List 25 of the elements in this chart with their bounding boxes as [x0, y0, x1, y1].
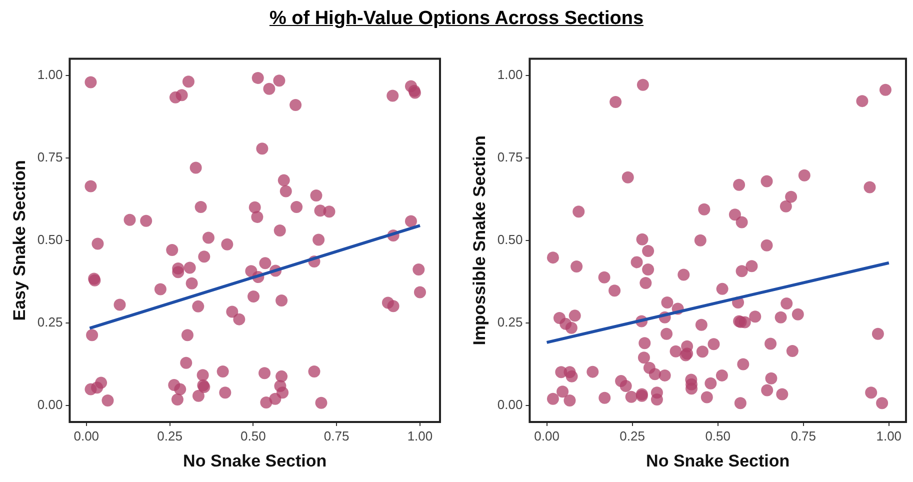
y-tick-label: 0.00 — [37, 397, 63, 412]
y-tick-label: 0.75 — [497, 149, 523, 164]
y-axis-title: Impossible Snake Section — [470, 136, 489, 346]
y-tick-label: 0.50 — [497, 232, 523, 247]
y-tick-label: 1.00 — [37, 66, 63, 82]
y-tick-label: 0.00 — [497, 397, 523, 412]
y-tick-label: 0.75 — [37, 149, 63, 164]
x-tick-label: 1.00 — [876, 428, 902, 444]
chart-title: % of High-Value Options Across Sections — [268, 8, 645, 30]
x-tick-label: 0.50 — [240, 428, 266, 444]
y-axis-title: Easy Snake Section — [10, 160, 29, 321]
x-axis-title: No Snake Section — [646, 451, 790, 470]
x-tick-label: 0.75 — [324, 428, 350, 444]
x-tick-label: 0.00 — [74, 428, 100, 444]
y-tick-label: 0.50 — [37, 232, 63, 247]
y-tick-label: 0.25 — [497, 314, 523, 330]
x-axis-title: No Snake Section — [183, 451, 327, 470]
x-tick-label: 0.75 — [790, 428, 816, 444]
x-tick-label: 0.25 — [620, 428, 645, 444]
x-tick-label: 1.00 — [407, 428, 433, 444]
x-tick-label: 0.00 — [534, 428, 560, 444]
x-tick-label: 0.25 — [157, 428, 182, 444]
y-tick-label: 0.25 — [37, 314, 63, 330]
x-tick-label: 0.50 — [705, 428, 731, 444]
y-tick-label: 1.00 — [497, 66, 523, 82]
